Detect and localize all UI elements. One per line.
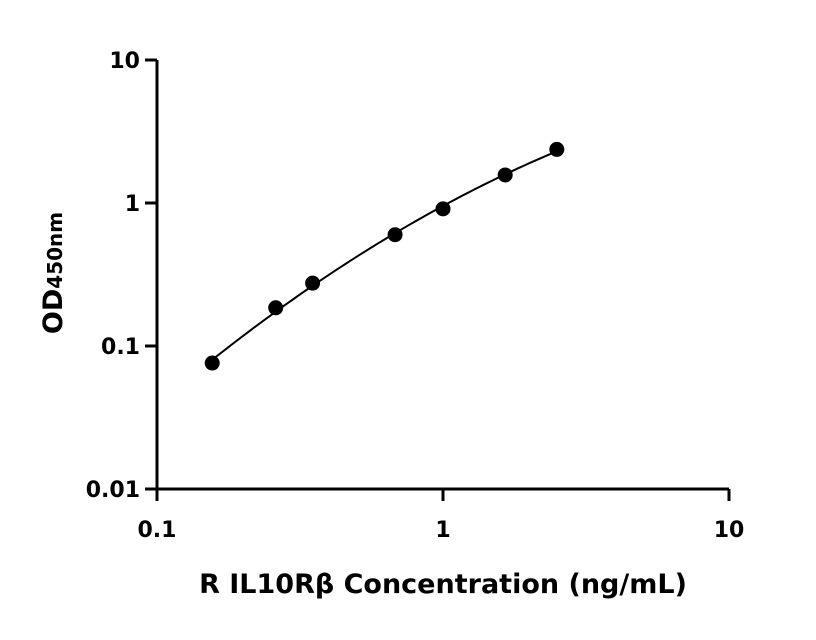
data-point [268,300,284,316]
data-point [387,227,403,243]
x-axis-title: R IL10Rβ Concentration (ng/mL) [199,569,687,600]
y-ticks: 0.01 0.1 1 10 [86,49,157,503]
y-tick-label: 10 [109,49,140,74]
data-point [435,201,451,217]
y-tick-label: 0.1 [101,335,140,360]
x-tick-label: 0.1 [138,518,177,543]
x-tick-label: 1 [435,518,450,543]
fit-curve [211,150,558,361]
y-tick-label: 0.01 [86,478,140,503]
data-point [204,355,220,371]
data-points [204,141,565,371]
x-tick-label: 10 [714,518,745,543]
y-axis-title: OD450nm [38,212,69,334]
y-axis-title-main: OD [38,289,69,334]
y-axis-title-subscript: 450nm [43,212,67,289]
y-tick-label: 1 [125,192,140,217]
x-ticks: 0.1 1 10 [138,489,745,543]
data-point [497,167,513,183]
data-point [549,141,565,157]
axes [155,60,729,491]
data-point [305,275,321,291]
